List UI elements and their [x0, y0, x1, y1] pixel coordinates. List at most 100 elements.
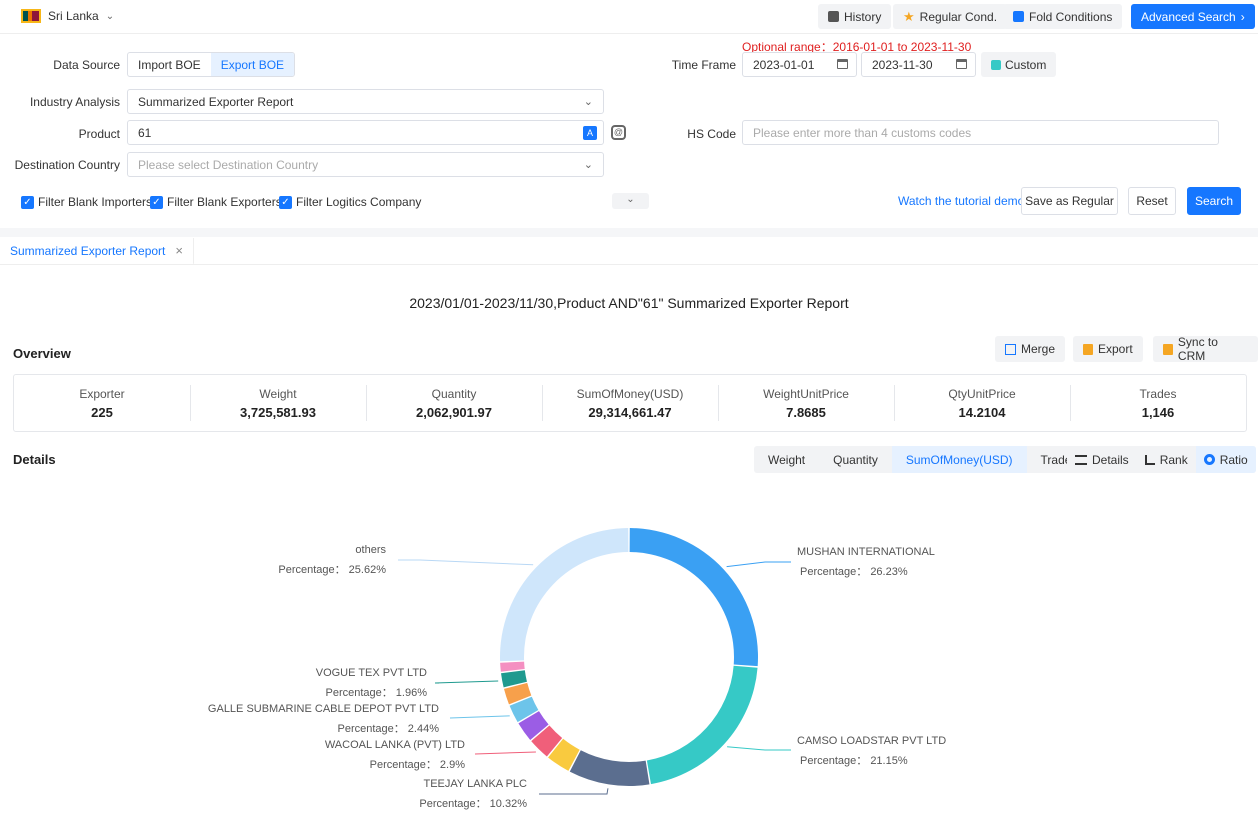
- donut-slice[interactable]: [503, 682, 532, 705]
- tab-sum-of-money[interactable]: SumOfMoney(USD): [891, 446, 1027, 473]
- slice-name-label: MUSHAN INTERNATIONAL: [797, 546, 935, 558]
- tab-summarized-exporter-report[interactable]: Summarized Exporter Report ×: [0, 238, 194, 265]
- slice-name-label: WACOAL LANKA (PVT) LTD: [325, 739, 465, 751]
- tab-rank[interactable]: Rank: [1137, 446, 1196, 473]
- donut-slice[interactable]: [569, 750, 650, 786]
- merge-label: Merge: [1021, 342, 1056, 356]
- import-boe-option[interactable]: Import BOE: [138, 57, 201, 72]
- top-bar: Sri Lanka ⌄ History ★ Regular Cond. Fold…: [0, 0, 1258, 34]
- expand-filters-button[interactable]: ⌄: [612, 193, 649, 209]
- donut-slice[interactable]: [500, 528, 629, 662]
- slice-name-label: TEEJAY LANKA PLC: [423, 778, 527, 790]
- list-icon: [1075, 454, 1087, 465]
- star-icon: ★: [903, 8, 915, 24]
- label-leader-line: [539, 788, 609, 795]
- label-leader-line: [474, 751, 536, 755]
- start-date-input[interactable]: 2023-01-01: [742, 52, 857, 77]
- custom-label: Custom: [1005, 57, 1047, 72]
- check-icon: ✓: [279, 195, 292, 209]
- chevron-down-icon: ⌄: [105, 10, 115, 22]
- save-as-regular-button[interactable]: Save as Regular: [1021, 187, 1118, 215]
- metric-tabs: Weight Quantity SumOfMoney(USD) Trades: [754, 446, 1092, 473]
- stat-value: 7.8685: [786, 404, 826, 420]
- stat-value: 1,146: [1141, 404, 1175, 420]
- donut-slice[interactable]: [509, 696, 539, 723]
- stat-label: Weight: [259, 386, 297, 401]
- bar-chart-icon: [1144, 454, 1155, 465]
- stat-value: 225: [91, 404, 113, 420]
- industry-analysis-value: Summarized Exporter Report: [138, 94, 294, 109]
- stat-value: 3,725,581.93: [240, 404, 316, 420]
- slice-name-label: GALLE SUBMARINE CABLE DEPOT PVT LTD: [208, 703, 439, 715]
- end-date-input[interactable]: 2023-11-30: [861, 52, 976, 77]
- stat-sum-of-money: SumOfMoney(USD) 29,314,661.47: [542, 375, 718, 431]
- hs-code-input[interactable]: Please enter more than 4 customs codes: [742, 120, 1219, 145]
- history-button[interactable]: History: [818, 4, 892, 29]
- product-lookup-icon[interactable]: @: [611, 125, 626, 140]
- hs-code-placeholder: Please enter more than 4 customs codes: [753, 125, 972, 140]
- regular-cond-button[interactable]: ★ Regular Cond.: [893, 4, 1008, 29]
- slice-percentage-label: Percentage： 2.44%: [337, 723, 439, 735]
- tab-details[interactable]: Details: [1067, 446, 1137, 473]
- export-boe-option[interactable]: Export BOE: [210, 53, 295, 76]
- sri-lanka-flag-icon: [21, 9, 41, 23]
- translate-icon[interactable]: A: [583, 126, 597, 140]
- country-selector[interactable]: Sri Lanka ⌄: [21, 9, 114, 23]
- slice-percentage-label: Percentage： 2.9%: [370, 759, 466, 771]
- donut-slice[interactable]: [646, 665, 758, 785]
- advanced-search-button[interactable]: Advanced Search ›: [1131, 4, 1255, 29]
- sync-crm-button[interactable]: Sync to CRM: [1153, 335, 1258, 363]
- tutorial-link[interactable]: Watch the tutorial demo: [898, 194, 1025, 208]
- stat-label: Exporter: [79, 386, 125, 401]
- fold-conditions-button[interactable]: Fold Conditions: [1003, 4, 1123, 29]
- stat-qty-unit-price: QtyUnitPrice 14.2104: [894, 375, 1070, 431]
- donut-slice[interactable]: [548, 738, 580, 771]
- stat-trades: Trades 1,146: [1070, 375, 1246, 431]
- history-icon: [828, 11, 839, 22]
- start-date-value: 2023-01-01: [753, 57, 815, 72]
- check-icon: ✓: [21, 195, 34, 209]
- chevron-right-icon: ›: [1240, 9, 1245, 24]
- filter-blank-importers-checkbox[interactable]: ✓ Filter Blank Importers: [21, 195, 152, 209]
- product-input[interactable]: 61 A: [127, 120, 604, 145]
- tab-weight[interactable]: Weight: [768, 452, 806, 467]
- close-icon[interactable]: ×: [175, 243, 183, 258]
- filter-blank-exporters-checkbox[interactable]: ✓ Filter Blank Exporters: [150, 195, 282, 209]
- donut-slice[interactable]: [629, 528, 758, 667]
- tab-ratio[interactable]: Ratio: [1195, 446, 1256, 473]
- donut-slice[interactable]: [518, 711, 549, 740]
- search-button[interactable]: Search: [1187, 187, 1241, 215]
- chevron-down-icon: ⌄: [583, 159, 593, 171]
- tab-quantity[interactable]: Quantity: [833, 452, 878, 467]
- export-label: Export: [1098, 342, 1133, 356]
- filter-logistics-company-checkbox[interactable]: ✓ Filter Logitics Company: [279, 195, 421, 209]
- destination-country-label: Destination Country: [14, 158, 120, 172]
- slice-percentage-label: Percentage： 26.23%: [800, 566, 908, 578]
- section-separator: [0, 228, 1258, 237]
- destination-country-select[interactable]: Please select Destination Country ⌄: [127, 152, 604, 177]
- stat-label: Quantity: [431, 386, 477, 401]
- check-icon: ✓: [150, 195, 163, 209]
- checkbox-label: Filter Blank Exporters: [167, 195, 282, 209]
- fold-conditions-label: Fold Conditions: [1029, 9, 1113, 24]
- reset-button[interactable]: Reset: [1128, 187, 1176, 215]
- stat-weight: Weight 3,725,581.93: [190, 375, 366, 431]
- checkbox-label: Filter Logitics Company: [296, 195, 422, 209]
- regular-cond-label: Regular Cond.: [919, 9, 998, 24]
- slice-percentage-label: Percentage： 1.96%: [325, 687, 427, 699]
- export-button[interactable]: Export: [1073, 336, 1143, 362]
- donut-slice[interactable]: [501, 670, 527, 688]
- donut-slice[interactable]: [531, 725, 563, 757]
- custom-button[interactable]: Custom: [981, 52, 1057, 77]
- industry-analysis-select[interactable]: Summarized Exporter Report ⌄: [127, 89, 604, 114]
- label-leader-line: [727, 746, 791, 751]
- calendar-icon: [956, 59, 967, 69]
- donut-slice[interactable]: [500, 661, 525, 672]
- view-label: Rank: [1159, 452, 1188, 467]
- ratio-donut-chart: MUSHAN INTERNATIONAL Percentage： 26.23% CA…: [208, 528, 946, 810]
- merge-button[interactable]: Merge: [995, 336, 1066, 362]
- stat-label: SumOfMoney(USD): [576, 386, 684, 401]
- advanced-search-label: Advanced Search: [1141, 9, 1236, 24]
- report-title: 2023/01/01-2023/11/30,Product AND"61" Su…: [409, 295, 849, 311]
- slice-name-label: VOGUE TEX PVT LTD: [316, 667, 427, 679]
